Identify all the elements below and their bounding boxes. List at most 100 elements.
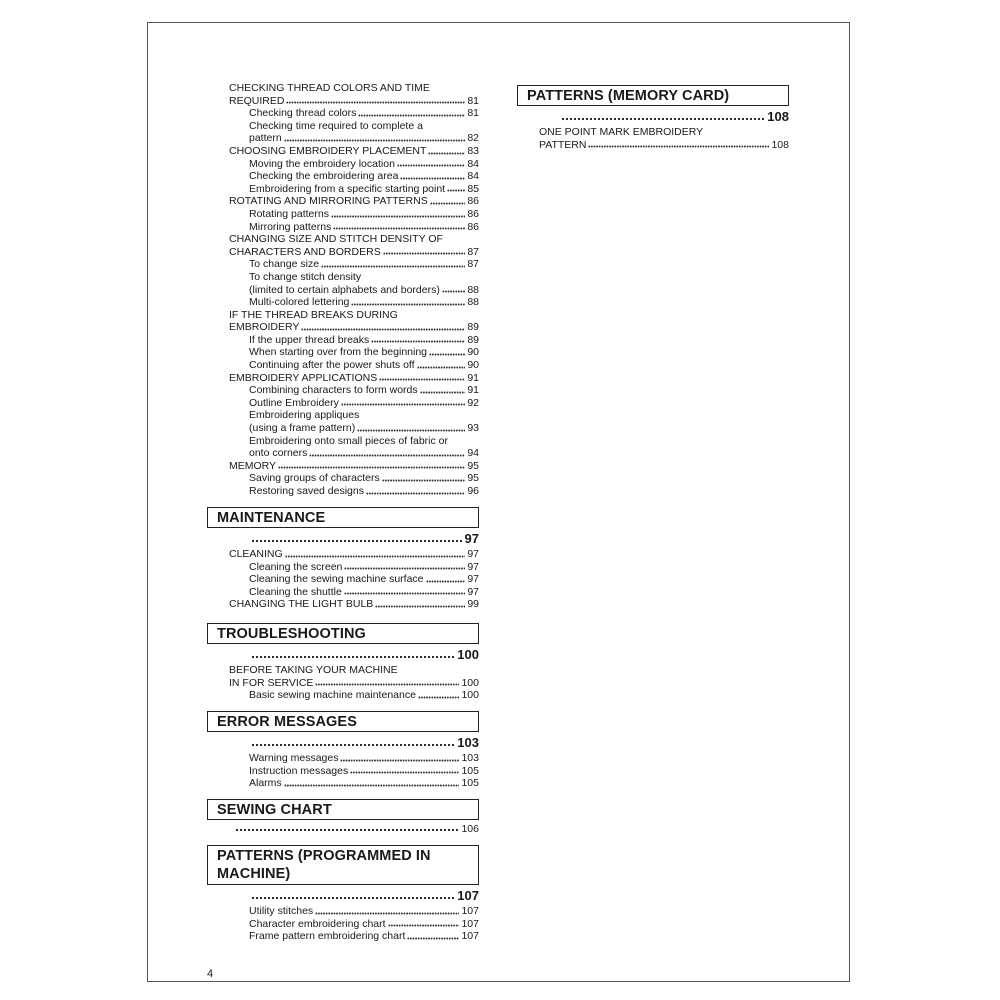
- toc-entry: CLEANING 97: [207, 548, 479, 561]
- dot-leader: [344, 567, 466, 571]
- toc-entry-text: Embroidering from a specific starting po…: [249, 182, 446, 195]
- toc-page-ref: 100: [461, 689, 479, 702]
- toc-entry-line: Embroidering onto small pieces of fabric…: [249, 435, 479, 448]
- toc-entry: BEFORE TAKING YOUR MACHINE IN FOR SERVICE…: [207, 664, 479, 689]
- toc-entry-line: Alarms 105: [249, 777, 479, 790]
- toc-page-ref: 97: [467, 560, 479, 573]
- toc-section: ERROR MESSAGES 103 Warning messages 103 Inst…: [207, 711, 479, 790]
- section-page-ref: 103: [457, 735, 479, 750]
- toc-entry-line: CLEANING 97: [229, 548, 479, 561]
- toc-entry-line: EMBROIDERY APPLICATIONS 91: [229, 372, 479, 385]
- toc-entry-line: pattern 82: [249, 132, 479, 145]
- toc-entry-text: ONE POINT MARK EMBROIDERY: [539, 126, 704, 138]
- toc-page-ref: 107: [461, 930, 479, 943]
- toc-entry-line: onto corners 94: [249, 447, 479, 460]
- toc-entry-text: Embroidering onto small pieces of fabric…: [249, 434, 449, 447]
- dot-leader: [283, 783, 460, 787]
- toc-page-ref: 95: [467, 472, 479, 485]
- toc-entry-text: pattern: [249, 132, 282, 145]
- toc-entry: CHOOSING EMBROIDERY PLACEMENT 83: [207, 145, 479, 158]
- dot-leader: [357, 428, 466, 432]
- toc-entry-text: To change size: [249, 258, 320, 271]
- toc-entry-line: Warning messages 103: [249, 752, 479, 765]
- toc-entry-text: Cleaning the screen: [249, 560, 343, 573]
- toc-entry: Combining characters to form words 91: [207, 384, 479, 397]
- toc-entry: Embroidering onto small pieces of fabric…: [207, 435, 479, 460]
- toc-entry-line: BEFORE TAKING YOUR MACHINE: [229, 664, 479, 677]
- toc-entries: ONE POINT MARK EMBROIDERY PATTERN 108: [517, 126, 789, 151]
- toc-entry-line: PATTERN 108: [539, 139, 789, 152]
- toc-page-ref: 87: [467, 245, 479, 258]
- toc-entry: EMBROIDERY APPLICATIONS 91: [207, 372, 479, 385]
- dot-leader: [425, 579, 466, 583]
- section-page-line: 100: [207, 646, 479, 662]
- section-page-line: 108: [517, 108, 789, 124]
- toc-entry-text: Outline Embroidery: [249, 396, 339, 409]
- toc-entry-line: Restoring saved designs 96: [249, 485, 479, 498]
- toc-entry: Embroidering from a specific starting po…: [207, 183, 479, 196]
- dot-leader: [381, 479, 466, 482]
- section-page-line: 97: [207, 530, 479, 546]
- dot-leader: [251, 743, 455, 747]
- toc-entry-text: onto corners: [249, 447, 308, 460]
- dot-leader: [321, 264, 466, 268]
- toc-entry: Moving the embroidery location 84: [207, 158, 479, 171]
- dot-leader: [419, 390, 466, 394]
- toc-page-ref: 95: [467, 459, 479, 472]
- toc-entry-line: If the upper thread breaks 89: [249, 334, 479, 347]
- toc-entry-text: Instruction messages: [249, 764, 349, 777]
- dot-leader: [429, 201, 466, 205]
- toc-section: TROUBLESHOOTING 100 BEFORE TAKING YOUR MAC…: [207, 623, 479, 702]
- section-title: SEWING CHART: [217, 802, 332, 818]
- toc-entry: If the upper thread breaks 89: [207, 334, 479, 347]
- toc-page-ref: 105: [461, 764, 479, 777]
- toc-entry: Frame pattern embroidering chart 107: [207, 930, 479, 943]
- toc-entry-text: EMBROIDERY: [229, 321, 300, 334]
- toc-entry-text: Moving the embroidery location: [249, 157, 395, 170]
- toc-page-ref: 84: [467, 157, 479, 170]
- toc-entry-line: CHOOSING EMBROIDERY PLACEMENT 83: [229, 145, 479, 158]
- toc-entry-text: Cleaning the shuttle: [249, 585, 342, 598]
- toc-page-ref: 105: [461, 777, 479, 790]
- toc-entry: MEMORY 95: [207, 460, 479, 473]
- toc-entry-text: Rotating patterns: [249, 207, 329, 220]
- toc-entry: Embroidering appliques (using a frame pat…: [207, 409, 479, 434]
- toc-entry-line: CHECKING THREAD COLORS AND TIME: [229, 82, 479, 95]
- toc-page-ref: 81: [467, 107, 479, 120]
- toc-entry-text: Checking time required to complete a: [249, 119, 423, 132]
- toc-entry-line: Outline Embroidery 92: [249, 397, 479, 410]
- toc-entry: To change size 87: [207, 258, 479, 271]
- toc-page-ref: 94: [467, 447, 479, 460]
- toc-entry-line: Moving the embroidery location 84: [249, 158, 479, 171]
- section-title: PATTERNS (PROGRAMMED IN MACHINE): [217, 848, 431, 882]
- toc-entry-text: If the upper thread breaks: [249, 333, 370, 346]
- toc-entry-line: Mirroring patterns 86: [249, 221, 479, 234]
- toc-entry-line: Cleaning the shuttle 97: [249, 586, 479, 599]
- toc-entry-line: When starting over from the beginning 90: [249, 346, 479, 359]
- toc-entry-line: Continuing after the power shuts off 90: [249, 359, 479, 372]
- toc-entry-text: CLEANING: [229, 548, 283, 560]
- toc-page-ref: 84: [467, 170, 479, 183]
- toc-entry: Rotating patterns 86: [207, 208, 479, 221]
- dot-leader: [340, 758, 460, 762]
- toc-entry: To change stitch density (limited to cert…: [207, 271, 479, 296]
- toc-entry-text: PATTERN: [539, 138, 587, 151]
- toc-page-ref: 82: [467, 132, 479, 145]
- toc-page-ref: 86: [467, 207, 479, 220]
- toc-page-ref: 97: [467, 585, 479, 598]
- section-title: PATTERNS (MEMORY CARD): [527, 88, 730, 104]
- toc-entry: Cleaning the sewing machine surface 97: [207, 573, 479, 586]
- toc-page-ref: 93: [467, 422, 479, 435]
- dot-leader: [407, 936, 460, 940]
- toc-section: PATTERNS (MEMORY CARD) 108 ONE POINT MARK …: [517, 85, 789, 151]
- toc-entry-line: Frame pattern embroidering chart 107: [249, 930, 479, 943]
- toc-entry-line: Instruction messages 105: [249, 765, 479, 778]
- toc-page-ref: 97: [467, 548, 479, 560]
- toc-page-ref: 89: [467, 321, 479, 334]
- section-page-line: 103: [207, 734, 479, 750]
- toc-entry-text: CHANGING SIZE AND STITCH DENSITY OF: [229, 233, 443, 246]
- toc-entries: BEFORE TAKING YOUR MACHINE IN FOR SERVICE…: [207, 664, 479, 702]
- dot-leader: [251, 896, 455, 900]
- dot-leader: [284, 554, 466, 558]
- toc-entry-line: Checking time required to complete a: [249, 120, 479, 133]
